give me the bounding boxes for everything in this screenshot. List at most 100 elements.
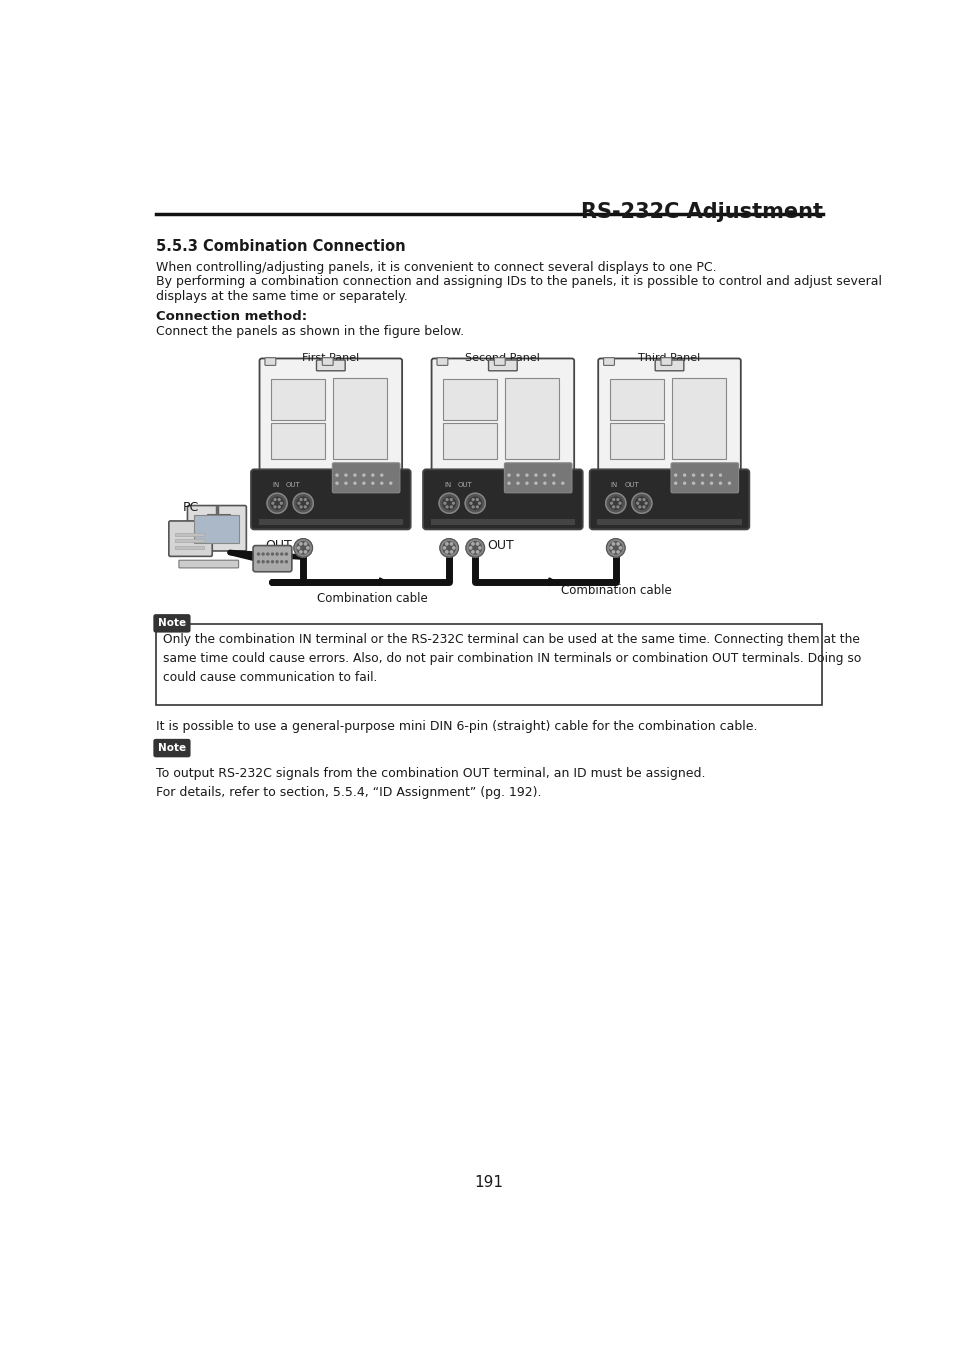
FancyBboxPatch shape [598, 358, 740, 474]
Circle shape [280, 503, 282, 504]
Circle shape [299, 551, 302, 553]
Circle shape [297, 547, 299, 549]
Circle shape [535, 482, 537, 484]
Circle shape [304, 499, 306, 500]
Text: It is possible to use a general-purpose mini DIN 6-pin (straight) cable for the : It is possible to use a general-purpose … [155, 720, 757, 734]
FancyBboxPatch shape [660, 358, 671, 365]
Circle shape [692, 482, 694, 484]
Circle shape [443, 547, 445, 549]
Circle shape [618, 503, 620, 504]
Circle shape [719, 482, 720, 484]
Circle shape [472, 543, 474, 544]
Circle shape [267, 493, 287, 513]
Circle shape [639, 499, 640, 500]
Bar [155, 624, 821, 705]
FancyBboxPatch shape [251, 469, 410, 530]
FancyBboxPatch shape [488, 359, 517, 370]
Circle shape [543, 482, 545, 484]
Circle shape [612, 499, 614, 500]
Circle shape [606, 539, 624, 557]
Circle shape [609, 497, 621, 509]
Text: Combination cable: Combination cable [560, 584, 671, 597]
Bar [505, 378, 558, 459]
Circle shape [478, 503, 480, 504]
Circle shape [257, 561, 259, 563]
Circle shape [472, 499, 474, 500]
Text: Second Panel: Second Panel [465, 353, 539, 363]
Circle shape [280, 553, 282, 555]
Circle shape [683, 482, 685, 484]
FancyBboxPatch shape [322, 358, 333, 365]
Circle shape [300, 499, 302, 500]
Circle shape [299, 543, 302, 544]
FancyBboxPatch shape [253, 546, 292, 571]
Circle shape [450, 543, 452, 544]
Circle shape [297, 503, 299, 504]
Circle shape [345, 482, 347, 484]
Circle shape [728, 482, 730, 484]
Circle shape [452, 503, 454, 504]
Bar [207, 513, 230, 519]
Text: IN: IN [610, 482, 618, 488]
Circle shape [553, 482, 555, 484]
Circle shape [612, 543, 614, 544]
FancyBboxPatch shape [259, 358, 402, 474]
Circle shape [612, 551, 614, 553]
Circle shape [644, 503, 646, 504]
Bar [258, 519, 402, 524]
Bar [443, 380, 497, 420]
FancyBboxPatch shape [187, 505, 246, 551]
FancyBboxPatch shape [422, 469, 582, 530]
Circle shape [335, 482, 337, 484]
Circle shape [636, 503, 638, 504]
Circle shape [700, 482, 702, 484]
Circle shape [674, 482, 676, 484]
Circle shape [372, 482, 374, 484]
Circle shape [285, 561, 287, 563]
Circle shape [553, 474, 555, 476]
Circle shape [443, 503, 445, 504]
Circle shape [274, 499, 275, 500]
Bar [174, 539, 204, 543]
Circle shape [294, 539, 313, 557]
Text: To output RS-232C signals from the combination OUT terminal, an ID must be assig: To output RS-232C signals from the combi… [155, 766, 704, 798]
Circle shape [445, 543, 448, 544]
Circle shape [674, 474, 676, 476]
Text: Connect the panels as shown in the figure below.: Connect the panels as shown in the figur… [155, 326, 463, 338]
Circle shape [450, 499, 452, 500]
Circle shape [710, 482, 712, 484]
Circle shape [617, 543, 618, 544]
Circle shape [304, 507, 306, 508]
Circle shape [692, 474, 694, 476]
Text: Note: Note [158, 743, 186, 753]
Text: IN: IN [272, 482, 279, 488]
Circle shape [476, 507, 477, 508]
Bar [609, 380, 663, 420]
FancyBboxPatch shape [494, 358, 505, 365]
Circle shape [354, 482, 355, 484]
Bar [671, 378, 725, 459]
FancyBboxPatch shape [316, 359, 345, 370]
Bar [193, 515, 238, 543]
Circle shape [617, 499, 618, 500]
Bar [271, 423, 325, 459]
Circle shape [561, 482, 563, 484]
Text: OUT: OUT [285, 482, 300, 488]
Text: IN: IN [609, 539, 621, 553]
Bar [271, 380, 325, 420]
Bar [174, 546, 204, 549]
Circle shape [465, 493, 485, 513]
Circle shape [470, 503, 472, 504]
Circle shape [469, 547, 472, 549]
Circle shape [452, 547, 455, 549]
FancyBboxPatch shape [169, 521, 212, 557]
Circle shape [469, 542, 481, 554]
Circle shape [296, 542, 309, 554]
Circle shape [446, 507, 448, 508]
FancyBboxPatch shape [603, 358, 614, 365]
Circle shape [262, 561, 264, 563]
Circle shape [525, 482, 527, 484]
Circle shape [275, 561, 278, 563]
Circle shape [372, 474, 374, 476]
Circle shape [719, 474, 720, 476]
